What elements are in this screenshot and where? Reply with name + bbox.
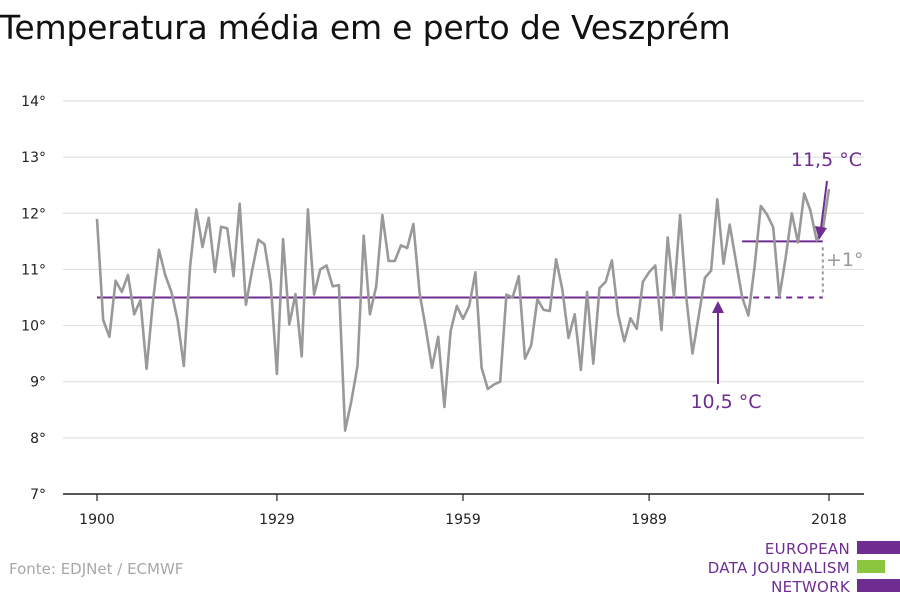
logo-line-1: EUROPEAN [764,540,850,558]
temperature-series-line [95,188,831,432]
arrow-11-5 [820,180,828,229]
logo-line-2: DATA JOURNALISM [707,559,850,577]
edjnet-logo: EUROPEAN DATA JOURNALISM NETWORK [700,538,900,598]
series-layer [95,188,831,432]
logo-line-3: NETWORK [771,578,850,596]
y-tick-label: 9° [30,375,46,391]
annotation-10-5: 10,5 °C [690,391,761,413]
logo-bar-purple-2 [857,579,900,592]
annotation-11-5: 11,5 °C [791,149,862,171]
x-tick-label: 1959 [445,512,481,528]
x-tick-label: 1989 [631,512,667,528]
x-tick-label: 2018 [811,512,847,528]
y-tick-label: 13° [21,150,46,166]
x-tick-label: 1900 [79,512,115,528]
logo-bar-purple-1 [857,541,900,554]
arrowhead-11-5 [815,226,827,240]
chart-title: Temperatura média em e perto de Veszprém [0,8,731,47]
y-tick-label: 8° [30,431,46,447]
axes: 7° 8° 9° 10° 11° 12° 13° 14° 1900 1929 1959 1989 201… [21,94,864,528]
x-tick-label: 1929 [259,512,295,528]
y-tick-label: 7° [30,487,46,503]
annotations: 11,5 °C 10,5 °C +1° [690,149,863,413]
y-tick-label: 12° [21,206,46,222]
annotation-plus-one: +1° [826,249,864,271]
y-tick-label: 10° [21,319,46,335]
gridlines [63,100,864,439]
y-tick-label: 11° [21,262,46,278]
y-tick-label: 14° [21,94,46,110]
arrowhead-10-5 [712,301,724,313]
logo-bar-green [857,560,885,573]
source-note: Fonte: EDJNet / ECMWF [9,560,184,578]
